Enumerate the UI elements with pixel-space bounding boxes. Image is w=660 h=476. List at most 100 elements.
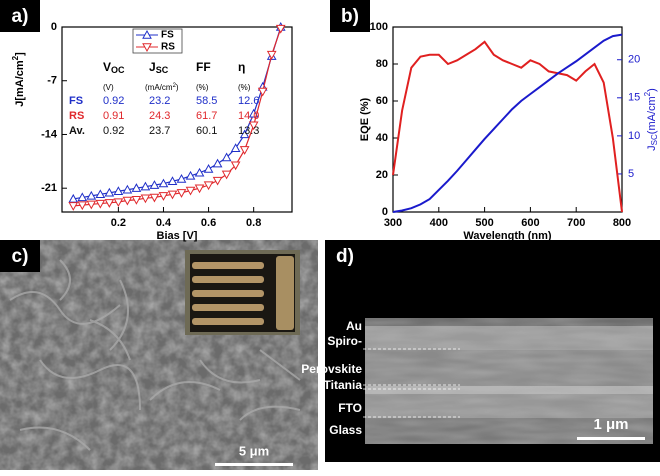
x-tick-label: 500: [475, 217, 493, 229]
data-marker: [113, 198, 124, 208]
panel-label: a): [12, 6, 29, 27]
text-part: (mA/cm: [646, 96, 658, 134]
y2-tick-label: 5: [628, 168, 634, 180]
table-cell: 0.92: [103, 125, 124, 137]
inset-photo: [185, 250, 300, 335]
layer-label: Spiro-: [327, 334, 362, 348]
data-marker: [86, 190, 97, 200]
data-marker: [95, 199, 106, 209]
y2-tick-label: 20: [628, 54, 640, 66]
data-marker: [86, 200, 97, 210]
data-marker: [257, 87, 268, 97]
scale-label: 1 μm: [593, 416, 628, 433]
panel-label: c): [12, 246, 29, 267]
text-part: OC: [111, 65, 125, 75]
sem-image: 5 μm: [0, 240, 318, 470]
panel-label-box: [0, 0, 40, 32]
table-cell: 13.3: [238, 125, 259, 137]
data-marker: [122, 184, 133, 194]
legend-marker: [142, 43, 152, 53]
text-part: ): [646, 88, 658, 92]
data-marker: [185, 170, 196, 180]
legend-marker: [142, 29, 152, 39]
data-marker: [194, 184, 205, 194]
x-tick-label: 0.2: [111, 217, 126, 229]
data-marker: [158, 192, 169, 201]
table-cell: 60.1: [196, 125, 217, 137]
panel-label-box: [325, 240, 365, 272]
panel-label: d): [336, 246, 354, 267]
x-tick-label: 700: [567, 217, 585, 229]
x-tick-label: 400: [430, 217, 448, 229]
table-header: VOC: [103, 60, 125, 75]
table-cell: 61.7: [196, 110, 217, 122]
data-marker: [176, 189, 187, 198]
table-unit: (mA/cm2): [145, 83, 179, 93]
text-part: 2: [11, 55, 20, 60]
y-tick-label: -14: [41, 128, 58, 140]
data-marker: [104, 187, 115, 197]
x-tick-label: 0.4: [156, 217, 172, 229]
table-cell: 0.92: [103, 95, 124, 107]
data-marker: [230, 143, 241, 152]
x-tick-label: 800: [613, 217, 631, 229]
x-axis-label: Bias [V]: [157, 230, 198, 242]
table-header: JSC: [149, 60, 169, 75]
data-marker: [167, 190, 178, 200]
data-marker: [194, 167, 205, 177]
table-cell: 14.0: [238, 110, 259, 122]
data-marker: [239, 146, 250, 155]
data-marker: [212, 158, 223, 168]
data-marker: [131, 183, 142, 192]
data-marker: [167, 176, 178, 185]
data-marker: [68, 193, 79, 203]
text-part: 2: [173, 83, 177, 89]
layer-label: Au: [346, 319, 362, 333]
data-marker: [77, 201, 88, 211]
text-part: (%): [196, 83, 209, 92]
data-marker: [239, 129, 250, 139]
y-tick-label: 40: [376, 132, 388, 144]
y-tick-label: 80: [376, 58, 388, 70]
text-part: ]: [14, 52, 26, 56]
layer-label: Glass: [329, 423, 362, 437]
data-marker: [203, 181, 214, 191]
text-part: SC: [650, 134, 659, 145]
data-marker: [113, 186, 124, 195]
y-tick-label: 0: [382, 206, 388, 218]
legend-box: [132, 28, 183, 54]
table-cell: 58.5: [196, 95, 217, 107]
y-tick-label: -21: [41, 182, 57, 194]
y-tick-label: -7: [47, 75, 57, 87]
data-marker: [131, 196, 142, 205]
table-cell: 23.7: [149, 125, 170, 137]
table-header: FF: [196, 60, 211, 74]
panel-label-box: [0, 240, 40, 272]
text-part: J[mA/cm: [14, 60, 26, 107]
data-marker: [140, 194, 151, 204]
table-cell: 24.3: [149, 110, 170, 122]
cross-section-image: 1 μm: [325, 240, 660, 462]
text-part: 2: [643, 91, 652, 96]
layer-label: Titania: [324, 378, 363, 392]
series-line: [392, 40, 623, 213]
layer-label: Perovskite: [301, 362, 362, 376]
y-axis-label: EQE (%): [359, 97, 371, 141]
y-tick-label: 100: [370, 21, 388, 33]
table-unit: (%): [196, 83, 209, 92]
text-part: J: [646, 145, 658, 151]
table-row-label: RS: [69, 110, 84, 122]
x-tick-label: 0.8: [246, 217, 261, 229]
panel-label: b): [341, 6, 359, 27]
data-marker: [104, 199, 115, 208]
data-marker: [221, 152, 232, 162]
y-tick-label: 60: [376, 95, 388, 107]
text-part: (mA/cm: [145, 83, 173, 92]
data-marker: [203, 163, 214, 173]
x-axis-label: Wavelength (nm): [463, 230, 552, 242]
y2-axis-label: JSC(mA/cm2): [643, 88, 659, 151]
data-marker: [140, 181, 151, 191]
table-row-label: Av.: [69, 125, 85, 137]
table-header: η: [238, 60, 245, 74]
data-marker: [176, 173, 187, 183]
